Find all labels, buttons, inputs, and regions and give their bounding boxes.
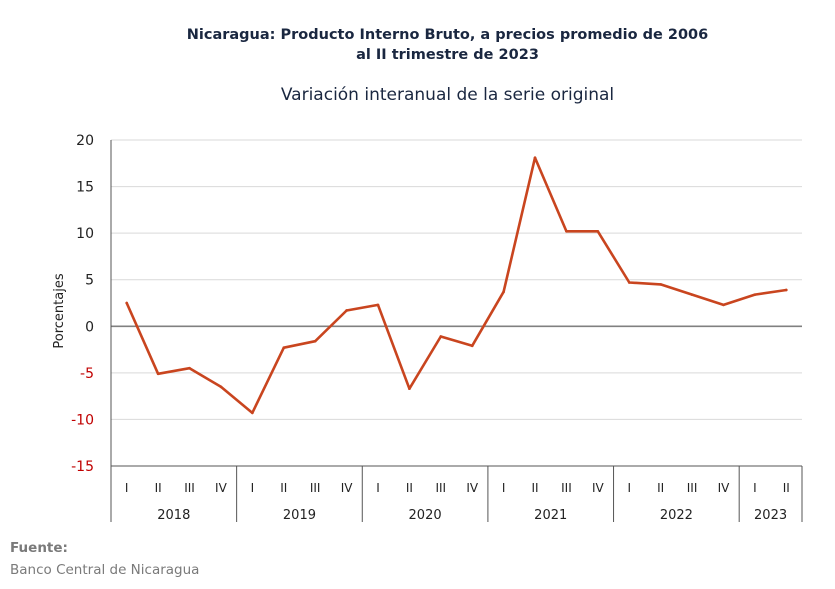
x-tick-label: III bbox=[310, 481, 321, 495]
x-tick-label: IV bbox=[592, 481, 605, 495]
x-tick-label: II bbox=[155, 481, 162, 495]
year-label: 2022 bbox=[660, 508, 693, 523]
data-point bbox=[313, 339, 317, 343]
x-tick-label: I bbox=[502, 481, 506, 495]
x-tick-label: I bbox=[125, 481, 129, 495]
data-point bbox=[690, 293, 694, 296]
series-line bbox=[125, 156, 788, 415]
year-label: 2020 bbox=[409, 508, 442, 523]
y-tick-label: -5 bbox=[80, 366, 94, 382]
data-point bbox=[188, 366, 191, 370]
data-point bbox=[784, 288, 788, 292]
year-label: 2021 bbox=[534, 508, 567, 523]
x-tick-label: I bbox=[376, 481, 380, 495]
data-point bbox=[251, 411, 254, 415]
data-point bbox=[376, 303, 380, 307]
source-text: Banco Central de Nicaragua bbox=[10, 562, 200, 578]
x-tick-label: II bbox=[657, 481, 664, 495]
year-label: 2023 bbox=[754, 508, 787, 523]
data-point bbox=[345, 309, 348, 312]
data-point bbox=[219, 385, 223, 389]
y-tick-label: 0 bbox=[85, 319, 94, 335]
data-point bbox=[470, 344, 474, 348]
y-tick-label: -15 bbox=[71, 459, 94, 475]
x-tick-label: IV bbox=[341, 481, 354, 495]
x-tick-label: I bbox=[251, 481, 255, 495]
chart-title-line1: Nicaragua: Producto Interno Bruto, a pre… bbox=[186, 27, 709, 43]
data-point bbox=[408, 387, 411, 390]
data-point bbox=[156, 372, 160, 376]
data-point bbox=[596, 229, 600, 233]
data-point bbox=[565, 229, 568, 233]
y-tick-label: 5 bbox=[85, 273, 94, 289]
x-tick-label: IV bbox=[215, 481, 228, 495]
x-tick-label: II bbox=[531, 481, 538, 495]
year-label: 2019 bbox=[283, 508, 316, 523]
x-tick-label: IV bbox=[718, 481, 731, 495]
x-tick-label: III bbox=[687, 481, 698, 495]
x-tick-label: IV bbox=[466, 481, 479, 495]
source-label: Fuente: bbox=[10, 540, 68, 556]
x-tick-label: II bbox=[280, 481, 287, 495]
data-point bbox=[533, 156, 537, 159]
y-axis-label: Porcentajes bbox=[52, 273, 67, 348]
data-point bbox=[439, 335, 443, 338]
chart-title-line2: al II trimestre de 2023 bbox=[356, 47, 539, 63]
x-tick-label: III bbox=[184, 481, 195, 495]
x-tick-label: II bbox=[783, 481, 790, 495]
chart-subtitle: Variación interanual de la serie origina… bbox=[280, 85, 615, 105]
y-tick-label: 15 bbox=[76, 180, 94, 196]
y-tick-label: 20 bbox=[76, 133, 94, 149]
y-tick-label: 10 bbox=[76, 226, 94, 242]
x-tick-label: III bbox=[435, 481, 446, 495]
x-tick-label: I bbox=[627, 481, 631, 495]
data-point bbox=[282, 346, 286, 350]
x-tick-label: I bbox=[753, 481, 757, 495]
x-tick-label: II bbox=[406, 481, 413, 495]
data-point bbox=[659, 283, 662, 286]
data-point bbox=[627, 281, 631, 284]
data-point bbox=[502, 290, 505, 294]
y-tick-label: -10 bbox=[71, 412, 94, 428]
year-label: 2018 bbox=[157, 508, 190, 523]
x-tick-label: III bbox=[561, 481, 572, 495]
data-point bbox=[753, 293, 757, 296]
data-point bbox=[722, 303, 725, 307]
data-point bbox=[125, 301, 129, 305]
